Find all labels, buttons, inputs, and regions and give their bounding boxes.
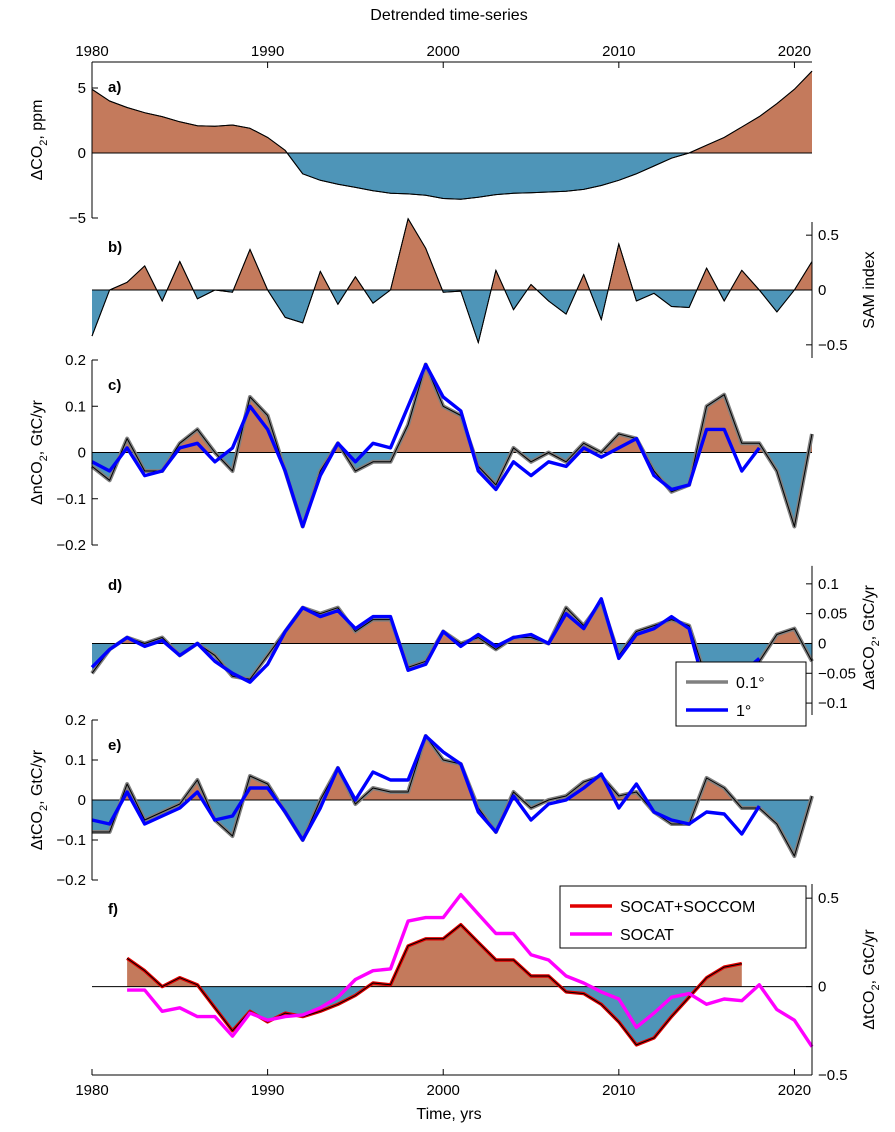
y-label-main: ΔaCO: [861, 646, 878, 690]
y-label-tail: , ppm: [29, 100, 46, 140]
legend-resolution: 0.1° 1°: [675, 661, 807, 727]
x-tick-label: 1990: [251, 43, 284, 60]
legend-box: [675, 661, 807, 727]
y-tick-label: 0.2: [65, 352, 86, 369]
legend-label: SOCAT+SOCCOM: [620, 899, 755, 916]
y-tick-label: −0.2: [56, 872, 86, 889]
panel-f: 0.5 0 −0.5 ΔtCO2, GtC/yr f) 1980 1990 2000 2010 2…: [75, 884, 882, 1099]
panel-label: b): [108, 239, 122, 256]
x-tick-label: 2010: [602, 43, 635, 60]
series-line-socat: [127, 892, 814, 1048]
x-tick-label: 2000: [427, 1082, 460, 1099]
y-tick-label: 0.1: [65, 398, 86, 415]
area-positive: [92, 218, 812, 290]
y-tick-label: 0: [818, 979, 826, 996]
x-tick-label: 1980: [75, 43, 108, 60]
panel-label: c): [108, 377, 121, 394]
panel-c: 0.2 0.1 0 −0.1 −0.2 ΔnCO2, GtC/yr c): [29, 352, 814, 554]
panel-label: f): [108, 901, 118, 918]
x-axis-label: Time, yrs: [416, 1106, 481, 1123]
y-tick-label: 0: [78, 445, 86, 462]
y-tick-label: −0.5: [818, 1067, 848, 1084]
area-positive: [127, 924, 742, 987]
series-line-1-deg: [91, 734, 761, 842]
y-tick-label: 0.05: [818, 606, 847, 623]
y-axis-label: SAM index: [861, 251, 878, 328]
x-tick-label: 2010: [602, 1082, 635, 1099]
y-label-main: ΔtCO: [29, 811, 46, 850]
y-label-sub: 2: [870, 984, 882, 990]
y-tick-label: −0.1: [56, 832, 86, 849]
y-tick-label: −0.2: [56, 537, 86, 554]
x-tick-label: 2020: [778, 43, 811, 60]
panel-e: 0.2 0.1 0 −0.1 −0.2 ΔtCO2, GtC/yr e): [29, 712, 814, 889]
area-negative: [127, 986, 742, 1045]
area-negative: [92, 452, 812, 527]
y-label-tail: , GtC/yr: [29, 399, 46, 455]
area-positive: [118, 601, 803, 644]
x-tick-label: 2000: [427, 43, 460, 60]
series-line: [91, 217, 813, 345]
series-line-1-deg: [91, 362, 761, 529]
x-tick-label: 1980: [75, 1082, 108, 1099]
area-negative: [92, 290, 812, 343]
y-label-sub: 2: [870, 640, 882, 646]
legend-socat: SOCAT+SOCCOM SOCAT: [559, 885, 807, 949]
legend-label: 1°: [736, 703, 751, 720]
y-tick-label: 5: [78, 80, 86, 97]
area-negative: [92, 153, 812, 200]
legend-label: 0.1°: [736, 675, 765, 692]
y-label-main: ΔnCO: [29, 461, 46, 505]
y-label-main: ΔtCO: [861, 991, 878, 1030]
y-label-sub: 2: [38, 455, 50, 461]
y-axis-label: ΔnCO2, GtC/yr: [29, 399, 50, 505]
panel-label: a): [108, 79, 121, 96]
legend-box: [559, 885, 807, 949]
y-axis-label: ΔCO2, ppm: [29, 100, 50, 181]
panel-d: 0.1 0.05 0 −0.05 −0.1 ΔaCO2, GtC/yr d): [90, 565, 882, 715]
y-axis-label: ΔaCO2, GtC/yr: [861, 584, 882, 690]
y-tick-label: −0.1: [818, 695, 848, 712]
y-tick-label: −0.5: [818, 337, 848, 354]
panel-b: 0.5 0 −0.5 SAM index b): [91, 217, 878, 358]
y-label-tail: , GtC/yr: [861, 584, 878, 640]
y-label-tail: , GtC/yr: [861, 929, 878, 985]
x-tick-label: 2020: [778, 1082, 811, 1099]
y-tick-label: −0.05: [818, 665, 856, 682]
y-tick-label: 0: [78, 792, 86, 809]
figure-title: Detrended time-series: [370, 7, 527, 24]
y-label-main: ΔCO: [29, 146, 46, 181]
y-tick-label: 0.1: [65, 752, 86, 769]
y-axis-label: ΔtCO2, GtC/yr: [29, 749, 50, 850]
y-label-tail: , GtC/yr: [29, 749, 46, 805]
y-tick-label: 0.5: [818, 890, 839, 907]
legend-label: SOCAT: [620, 927, 674, 944]
y-tick-label: 0.2: [65, 712, 86, 729]
panel-label: e): [108, 737, 121, 754]
x-tick-label: 1990: [251, 1082, 284, 1099]
series-line: [91, 70, 813, 200]
y-tick-label: −0.1: [56, 491, 86, 508]
y-tick-label: 0: [78, 145, 86, 162]
panel-label: d): [108, 577, 122, 594]
y-tick-label: 0: [818, 635, 826, 652]
area-positive: [92, 71, 812, 153]
y-axis-label: ΔtCO2, GtC/yr: [861, 929, 882, 1030]
y-tick-label: 0: [818, 282, 826, 299]
y-tick-label: 0.5: [818, 227, 839, 244]
y-label-main: SAM index: [861, 251, 878, 328]
y-tick-label: −5: [69, 210, 86, 227]
series-outline: [126, 924, 742, 1046]
series-line-1-deg: [90, 597, 761, 699]
y-label-sub: 2: [38, 140, 50, 146]
area-positive: [92, 736, 812, 800]
y-tick-label: 0.1: [818, 576, 839, 593]
y-label-sub: 2: [38, 805, 50, 811]
panel-a: 5 0 −5 ΔCO2, ppm a) 1980 1990 2000 2010 2020: [29, 43, 813, 227]
